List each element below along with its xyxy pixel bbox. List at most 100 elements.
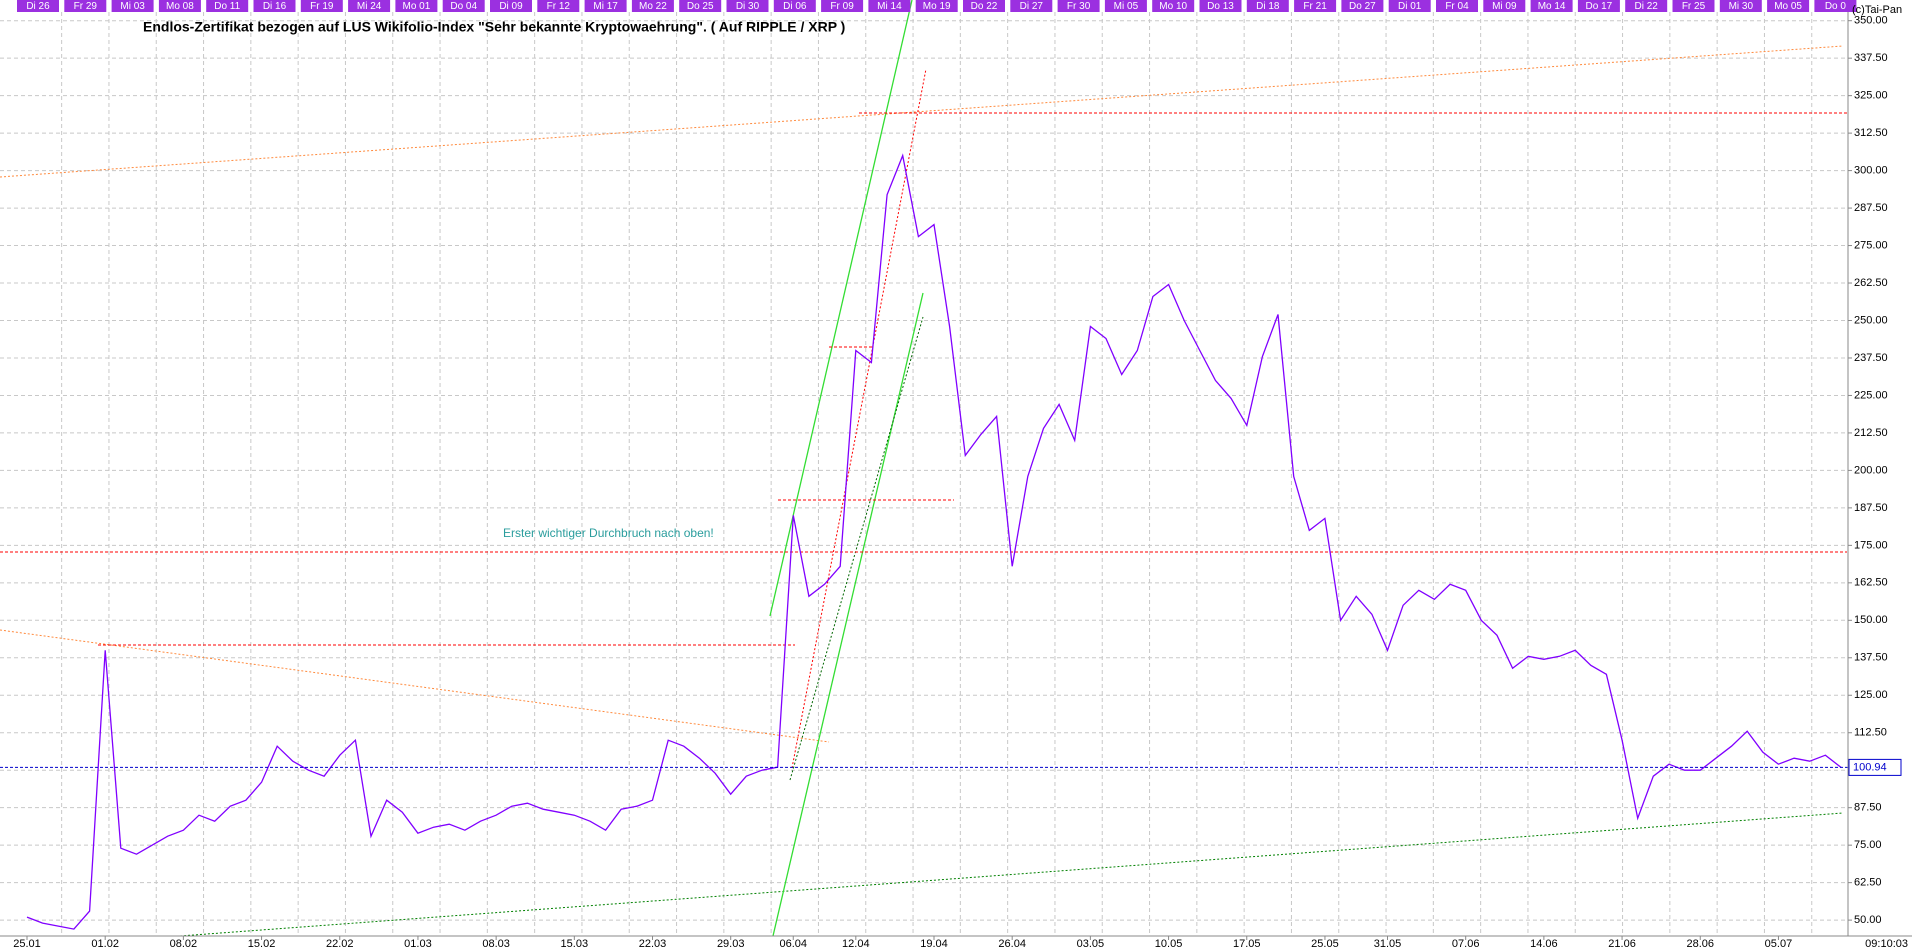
top-label-box xyxy=(348,0,391,12)
trend-line xyxy=(791,68,927,769)
top-label: Do 11 xyxy=(214,1,240,12)
top-label: Di 16 xyxy=(263,1,287,12)
top-label-box xyxy=(111,0,154,12)
x-tick-label: 01.02 xyxy=(91,938,119,950)
x-tick-label: 07.06 xyxy=(1452,938,1480,950)
top-label: Do 0 xyxy=(1825,1,1847,12)
x-tick-label: 05.07 xyxy=(1765,938,1793,950)
x-tick-label: 28.06 xyxy=(1686,938,1714,950)
y-tick-label: 200.00 xyxy=(1854,464,1888,476)
x-tick-label: 26.04 xyxy=(998,938,1026,950)
top-label: Fr 19 xyxy=(310,1,334,12)
top-label-box xyxy=(1625,0,1668,12)
top-label-box xyxy=(1388,0,1431,12)
y-tick-label: 175.00 xyxy=(1854,539,1888,551)
top-label-box xyxy=(206,0,249,12)
top-label: Mo 05 xyxy=(1774,1,1802,12)
top-label-box xyxy=(821,0,864,12)
top-label-box xyxy=(1057,0,1100,12)
top-label-box xyxy=(1104,0,1147,12)
top-label: Do 27 xyxy=(1349,1,1376,12)
y-tick-label: 75.00 xyxy=(1854,839,1882,851)
top-label-box xyxy=(1530,0,1573,12)
x-tick-label: 03.05 xyxy=(1077,938,1105,950)
x-tick-label: 22.03 xyxy=(639,938,667,950)
top-label: Mo 14 xyxy=(1538,1,1566,12)
top-label-box xyxy=(1341,0,1384,12)
top-label-box xyxy=(584,0,627,12)
top-label: Mi 30 xyxy=(1729,1,1754,12)
y-tick-label: 312.50 xyxy=(1854,127,1888,139)
y-tick-label: 237.50 xyxy=(1854,352,1888,364)
top-label: Do 13 xyxy=(1207,1,1234,12)
x-tick-label: 01.03 xyxy=(404,938,432,950)
top-label-box xyxy=(963,0,1005,12)
y-tick-label: 125.00 xyxy=(1854,689,1888,701)
top-label-box xyxy=(1152,0,1195,12)
top-label: Mo 08 xyxy=(166,1,194,12)
y-tick-label: 350.00 xyxy=(1854,15,1888,27)
top-label: Do 04 xyxy=(450,1,477,12)
top-label: Do 17 xyxy=(1586,1,1613,12)
x-tick-label: 15.02 xyxy=(248,938,276,950)
trend-line xyxy=(772,292,924,937)
top-label: Fr 29 xyxy=(74,1,98,12)
top-label: Mi 17 xyxy=(593,1,618,12)
top-label: Fr 30 xyxy=(1067,1,1091,12)
trend-line xyxy=(179,812,1844,937)
top-label-box xyxy=(1010,0,1053,12)
annotation: Erster wichtiger Durchbruch nach oben! xyxy=(503,526,714,540)
top-label: Mi 14 xyxy=(877,1,902,12)
y-tick-label: 325.00 xyxy=(1854,90,1888,102)
x-axis-strip xyxy=(0,936,1912,952)
top-label-box xyxy=(395,0,438,12)
x-tick-label: 15.03 xyxy=(561,938,589,950)
top-label: Di 18 xyxy=(1256,1,1280,12)
top-label: Mo 22 xyxy=(639,1,667,12)
top-label-box xyxy=(17,0,59,12)
current-price-box xyxy=(1848,758,1902,776)
y-tick-label: 225.00 xyxy=(1854,389,1888,401)
top-label-box xyxy=(868,0,911,12)
x-tick-label: 21.06 xyxy=(1608,938,1636,950)
trend-line xyxy=(789,316,924,781)
current-price-label: 100.94 xyxy=(1853,761,1887,773)
top-label-box xyxy=(1246,0,1289,12)
copyright: (c)Tai-Pan xyxy=(1852,4,1902,16)
top-label-box xyxy=(64,0,107,12)
top-label: Di 09 xyxy=(499,1,523,12)
top-label-box xyxy=(1483,0,1526,12)
y-tick-label: 187.50 xyxy=(1854,502,1888,514)
top-label-box xyxy=(915,0,958,12)
top-label: Mo 01 xyxy=(403,1,431,12)
top-label: Mi 03 xyxy=(120,1,145,12)
x-tick-label: 14.06 xyxy=(1530,938,1558,950)
top-label: Di 26 xyxy=(26,1,50,12)
trend-lines xyxy=(0,0,1847,937)
y-tick-label: 275.00 xyxy=(1854,239,1888,251)
top-label: Mo 19 xyxy=(923,1,951,12)
top-label: Mi 09 xyxy=(1492,1,1517,12)
top-label: Fr 12 xyxy=(547,1,571,12)
y-tick-label: 300.00 xyxy=(1854,165,1888,177)
x-tick-label: 22.02 xyxy=(326,938,354,950)
x-tick-label: 19.04 xyxy=(920,938,948,950)
chart-title: Endlos-Zertifikat bezogen auf LUS Wikifo… xyxy=(143,19,845,35)
y-tick-label: 137.50 xyxy=(1854,652,1888,664)
top-label: Fr 04 xyxy=(1445,1,1469,12)
plot xyxy=(0,153,1848,930)
top-label-box xyxy=(1436,0,1478,12)
top-label-box xyxy=(253,0,296,12)
y-tick-label: 112.50 xyxy=(1854,727,1887,739)
x-tick-label: 31.05 xyxy=(1374,938,1402,950)
y-tick-label: 262.50 xyxy=(1854,277,1888,289)
top-label-box xyxy=(537,0,580,12)
top-label-box xyxy=(1577,0,1620,12)
top-label-box xyxy=(631,0,674,12)
y-tick-label: 150.00 xyxy=(1854,614,1888,626)
top-label: Di 01 xyxy=(1398,1,1422,12)
y-tick-label: 87.50 xyxy=(1854,802,1882,814)
y-tick-label: 62.50 xyxy=(1854,877,1882,889)
axes: 50.0062.5075.0087.50100.00112.50125.0013… xyxy=(13,0,1902,950)
